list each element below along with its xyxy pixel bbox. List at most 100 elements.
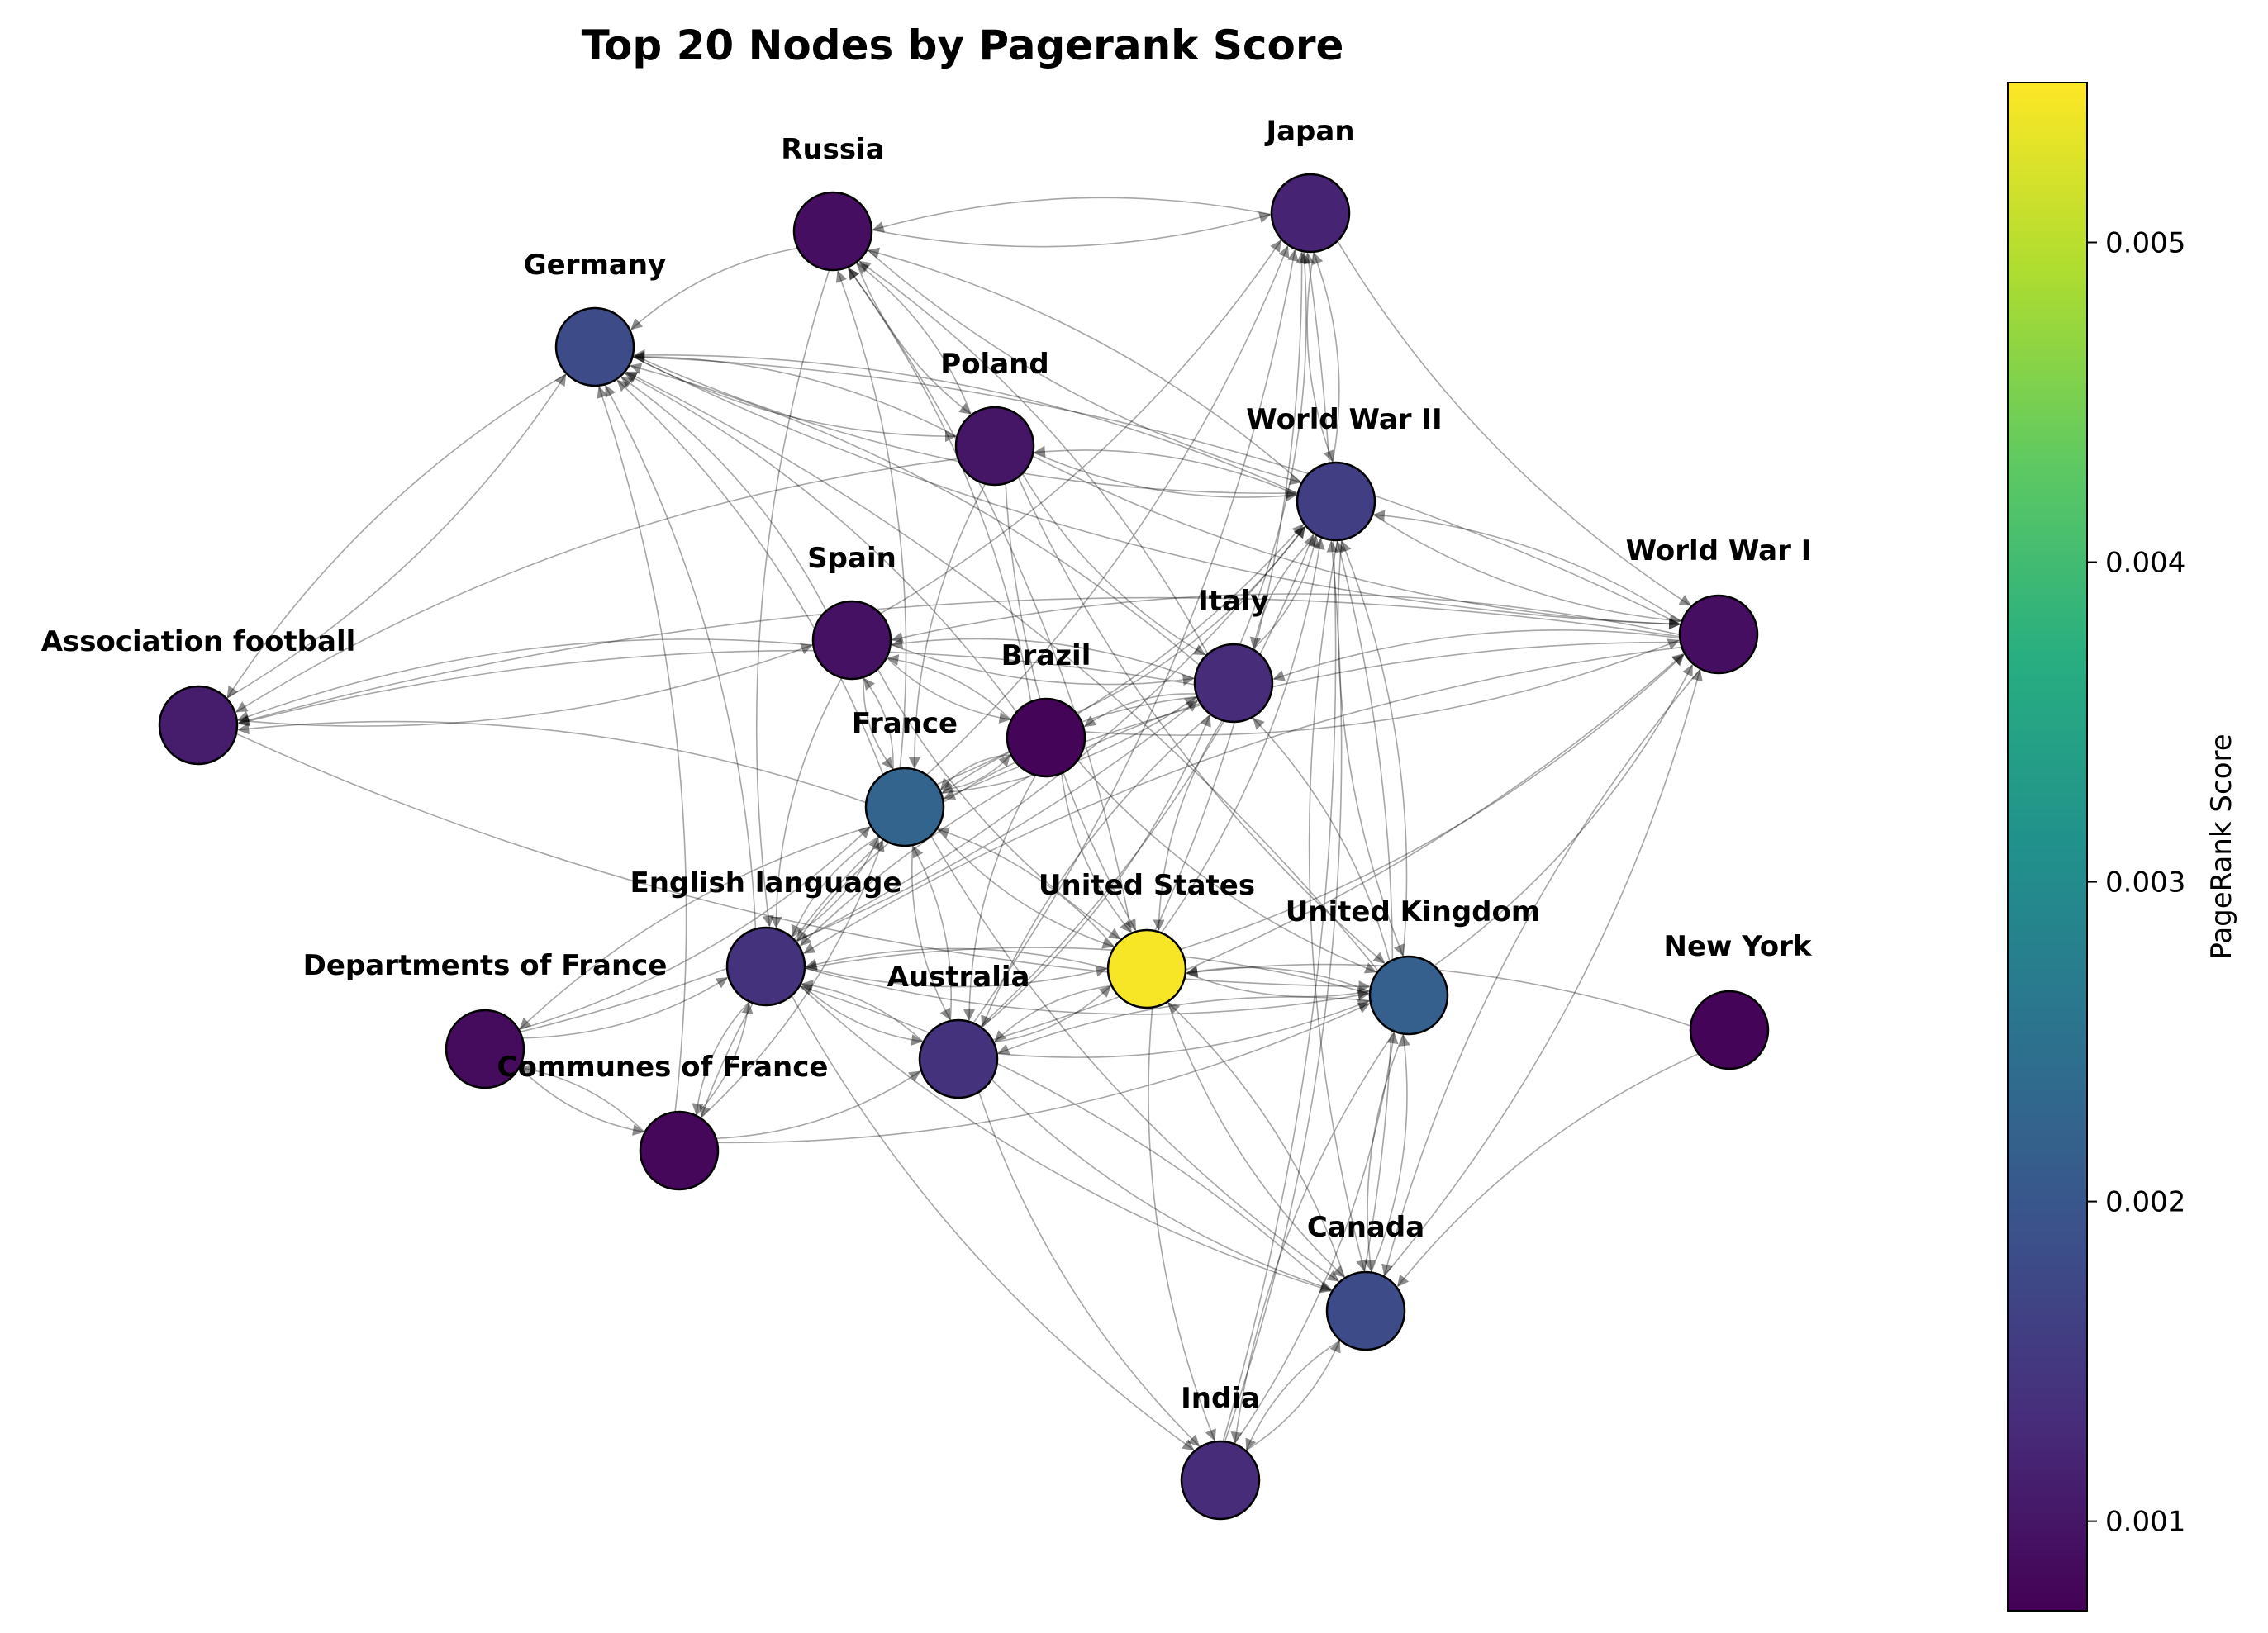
edge-english-language-to-communes-of-france [692,1000,750,1116]
edge-world-war-ii-to-canada [1308,539,1367,1272]
node-label-india: India [1181,1382,1260,1415]
node-label-united-states: United States [1039,869,1255,902]
edge-english-language-to-united-kingdom [804,967,1370,1015]
node-world-war-ii [1296,461,1376,542]
node-label-poland: Poland [940,348,1048,381]
edge-france-to-spain [863,677,894,771]
edge-france-to-germany [616,379,884,776]
node-label-russia: Russia [781,133,884,166]
node-label-brazil: Brazil [1001,639,1091,672]
edge-united-kingdom-to-world-war-ii [1340,540,1408,957]
edge-english-language-to-canada [799,985,1332,1294]
edge-australia-to-world-war-ii [979,534,1315,1028]
edge-spain-to-brazil [886,657,1011,724]
edge-united-states-to-australia [994,985,1112,1042]
node-united-states [1106,928,1187,1009]
edge-australia-to-italy [981,714,1211,1028]
edge-canada-to-united-kingdom [1370,1034,1410,1273]
edge-english-language-to-united-states [804,965,1108,988]
edge-france-to-world-war-ii [935,524,1304,786]
node-departments-of-france [445,1009,525,1089]
node-english-language [725,926,806,1007]
node-spain [811,600,892,681]
colorbar-tick-label-2: 0.003 [2105,866,2185,900]
node-australia [918,1018,999,1099]
edge-russia-to-world-war-ii [866,249,1302,486]
node-france [864,767,945,847]
edge-united-states-to-world-war-i [1180,653,1685,951]
edge-france-to-russia [835,270,907,769]
edge-australia-to-world-war-i [991,653,1685,1041]
edge-germany-to-poland [632,355,957,443]
edge-australia-to-japan [972,249,1299,1024]
edge-association-football-to-spain [236,643,813,727]
edge-poland-to-italy [1021,472,1206,656]
edge-france-to-japan [925,245,1290,776]
edge-united-kingdom-to-germany [625,371,1379,972]
edge-poland-to-united-kingdom [1017,477,1386,964]
node-india [1180,1440,1261,1521]
edge-japan-to-world-war-i [1337,240,1692,606]
node-label-united-kingdom: United Kingdom [1286,895,1541,928]
edge-australia-to-united-states [993,985,1111,1043]
node-new-york [1689,990,1770,1070]
edge-france-to-united-states [936,828,1115,949]
edge-united-states-to-english-language [805,947,1109,971]
edge-brazil-to-world-war-ii [1076,525,1305,714]
node-label-association-football: Association football [41,625,356,658]
node-russia [792,191,873,272]
edge-france-to-english-language [791,835,880,938]
edge-association-football-to-germany [226,373,567,700]
node-label-canada: Canada [1307,1211,1424,1244]
edge-english-language-to-australia [800,982,924,1046]
edge-italy-to-australia [981,714,1211,1028]
edge-germany-to-association-football [226,373,568,699]
edge-canada-to-world-war-ii [1334,540,1394,1273]
edge-canada-to-world-war-i [1383,669,1703,1277]
edge-world-war-ii-to-world-war-i [1372,513,1682,626]
colorbar-ticks: 0.001 0.002 0.003 0.004 0.005 [2087,227,2185,1539]
edge-world-war-ii-to-germany [633,349,1299,495]
edge-spain-to-japan [879,240,1281,615]
edge-association-football-to-united-kingdom [235,733,1371,993]
node-communes-of-france [639,1110,720,1191]
node-label-spain: Spain [807,542,896,575]
edge-brazil-to-germany [624,373,1018,713]
node-germany [554,306,635,387]
edge-italy-to-english-language [799,702,1201,947]
edge-english-language-to-germany [605,384,757,929]
edge-brazil-to-united-kingdom [1077,759,1377,974]
edge-new-york-to-canada [1396,1052,1700,1288]
edge-france-to-association-football [237,720,867,804]
edge-russia-to-english-language [755,269,830,928]
edge-united-states-to-world-war-ii [1160,538,1325,933]
edge-italy-to-russia [858,260,1209,655]
edge-united-states-to-france [937,827,1115,948]
edge-layer [226,197,1703,1451]
edge-new-york-to-united-states [1186,963,1691,1027]
edge-poland-to-germany [633,350,958,438]
colorbar-label: PageRank Score [2205,733,2238,959]
node-layer [158,173,1770,1521]
edge-united-kingdom-to-italy [1253,717,1391,962]
edge-spain-to-association-football [237,638,814,722]
node-label-world-war-i: World War I [1626,534,1812,567]
edge-departments-of-france-to-english-language [522,977,729,1039]
edge-france-to-brazil [939,754,1010,791]
edge-australia-to-canada [991,1079,1333,1292]
edge-russia-to-poland [855,262,972,415]
colorbar-gradient [2007,82,2088,1612]
edge-departments-of-france-to-france [518,826,871,1031]
node-label-world-war-ii: World War II [1246,403,1442,436]
edge-united-states-to-united-kingdom [1185,971,1370,999]
edge-australia-to-india [978,1091,1201,1447]
edge-italy-to-japan [1239,252,1311,645]
edge-united-kingdom-to-australia [997,996,1371,1055]
node-united-kingdom [1368,955,1449,1036]
chart-title: Top 20 Nodes by Pagerank Score [582,21,1344,69]
edge-united-states-to-india [1148,1007,1216,1441]
edge-brazil-to-united-states [1061,772,1132,933]
edge-world-war-i-to-spain [891,593,1681,643]
edge-canada-to-english-language [800,984,1333,1293]
edge-france-to-canada [930,835,1340,1282]
